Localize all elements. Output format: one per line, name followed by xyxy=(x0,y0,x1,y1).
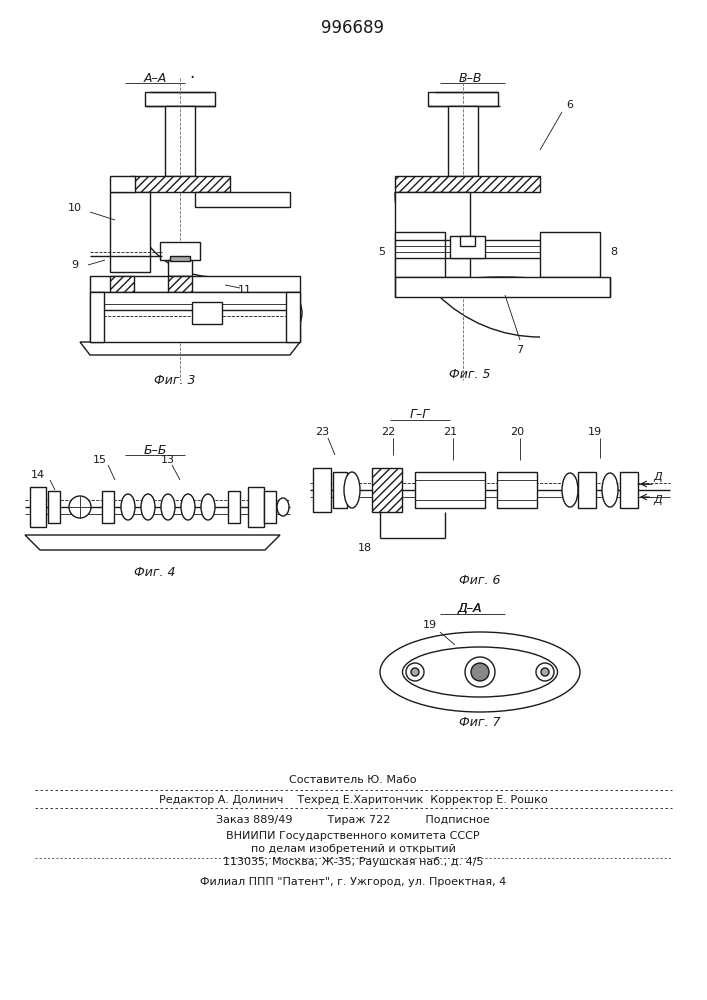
Text: Д: Д xyxy=(653,495,662,505)
Ellipse shape xyxy=(471,663,489,681)
Text: 996689: 996689 xyxy=(322,19,385,37)
Bar xyxy=(460,236,475,246)
Bar xyxy=(130,176,230,192)
Ellipse shape xyxy=(161,494,175,520)
Bar xyxy=(540,232,600,277)
Bar xyxy=(168,260,192,276)
Ellipse shape xyxy=(536,663,554,681)
Ellipse shape xyxy=(406,663,424,681)
Ellipse shape xyxy=(380,632,580,712)
PathPatch shape xyxy=(472,687,488,697)
Bar xyxy=(30,487,46,527)
Bar xyxy=(102,491,114,523)
Ellipse shape xyxy=(562,473,578,507)
Text: В–В: В–В xyxy=(458,72,481,85)
Text: Д–А: Д–А xyxy=(457,601,482,614)
Text: 15: 15 xyxy=(93,455,107,465)
Text: 19: 19 xyxy=(423,620,437,630)
Text: Б–Б: Б–Б xyxy=(144,444,167,456)
Ellipse shape xyxy=(288,299,302,327)
Text: 7: 7 xyxy=(516,345,524,355)
Ellipse shape xyxy=(277,498,289,516)
Bar xyxy=(264,491,276,523)
Bar xyxy=(395,277,610,297)
Text: Д: Д xyxy=(653,472,662,482)
Text: Составитель Ю. Мабо: Составитель Ю. Мабо xyxy=(289,775,416,785)
Text: А–А: А–А xyxy=(144,72,167,85)
Bar xyxy=(192,302,222,324)
Bar xyxy=(168,276,192,292)
Ellipse shape xyxy=(344,472,360,508)
Ellipse shape xyxy=(201,494,215,520)
Ellipse shape xyxy=(411,668,419,676)
Text: 22: 22 xyxy=(381,427,395,437)
Text: 20: 20 xyxy=(510,427,524,437)
Text: 19: 19 xyxy=(588,427,602,437)
Text: по делам изобретений и открытий: по делам изобретений и открытий xyxy=(250,844,455,854)
Text: Филиал ППП "Патент", г. Ужгород, ул. Проектная, 4: Филиал ППП "Патент", г. Ужгород, ул. Про… xyxy=(200,877,506,887)
Bar xyxy=(110,276,134,292)
Ellipse shape xyxy=(141,494,155,520)
Bar xyxy=(110,176,135,192)
Text: 10: 10 xyxy=(68,203,82,213)
Ellipse shape xyxy=(69,496,91,518)
Text: 18: 18 xyxy=(358,543,372,553)
Text: Г–Г: Г–Г xyxy=(410,408,430,422)
Bar xyxy=(145,92,215,106)
Bar xyxy=(160,242,200,260)
Ellipse shape xyxy=(181,494,195,520)
Bar xyxy=(395,232,445,277)
Bar xyxy=(497,472,537,508)
Text: Заказ 889/49          Тираж 722          Подписное: Заказ 889/49 Тираж 722 Подписное xyxy=(216,815,490,825)
Bar xyxy=(450,236,485,258)
Bar xyxy=(578,472,596,508)
Bar xyxy=(170,256,190,261)
Text: ВНИИПИ Государственного комитета СССР: ВНИИПИ Государственного комитета СССР xyxy=(226,831,480,841)
Text: Фиг. 5: Фиг. 5 xyxy=(449,368,491,381)
Bar xyxy=(195,192,290,207)
Text: Фиг. 7: Фиг. 7 xyxy=(460,716,501,728)
Bar xyxy=(228,491,240,523)
Text: 14: 14 xyxy=(31,470,45,480)
Text: ·: · xyxy=(189,69,194,87)
PathPatch shape xyxy=(80,342,300,355)
Bar xyxy=(415,472,485,508)
Text: 8: 8 xyxy=(610,247,617,257)
Bar xyxy=(620,472,638,508)
Text: Фиг. 4: Фиг. 4 xyxy=(134,566,176,578)
Text: 6: 6 xyxy=(566,100,573,110)
PathPatch shape xyxy=(25,535,280,550)
Text: Фиг. 3: Фиг. 3 xyxy=(154,373,196,386)
Ellipse shape xyxy=(402,647,558,697)
Bar xyxy=(395,176,540,192)
Text: 9: 9 xyxy=(71,260,78,270)
Text: Редактор А. Долинич    Техред Е.Харитончик  Корректор Е. Рошко: Редактор А. Долинич Техред Е.Харитончик … xyxy=(158,795,547,805)
Bar xyxy=(395,192,470,277)
Text: Фиг. 6: Фиг. 6 xyxy=(460,574,501,586)
Ellipse shape xyxy=(602,473,618,507)
Bar xyxy=(110,192,150,272)
Text: 23: 23 xyxy=(315,427,329,437)
Text: 11: 11 xyxy=(238,285,252,295)
Bar xyxy=(90,292,104,342)
Bar xyxy=(313,468,331,512)
Bar xyxy=(90,292,300,342)
Ellipse shape xyxy=(465,657,495,687)
Ellipse shape xyxy=(541,668,549,676)
Text: 21: 21 xyxy=(443,427,457,437)
Text: 5: 5 xyxy=(378,247,385,257)
Bar xyxy=(448,106,478,176)
Text: Д–А: Д–А xyxy=(457,601,482,614)
Bar xyxy=(286,292,300,342)
Bar xyxy=(428,92,498,106)
Bar xyxy=(372,468,402,512)
Text: 113035, Москва, Ж-35, Раушская наб., д. 4/5: 113035, Москва, Ж-35, Раушская наб., д. … xyxy=(223,857,484,867)
Bar xyxy=(48,491,60,523)
Text: 13: 13 xyxy=(161,455,175,465)
Bar xyxy=(165,106,195,176)
Bar xyxy=(333,472,347,508)
Bar xyxy=(248,487,264,527)
Bar xyxy=(90,276,300,292)
Ellipse shape xyxy=(121,494,135,520)
